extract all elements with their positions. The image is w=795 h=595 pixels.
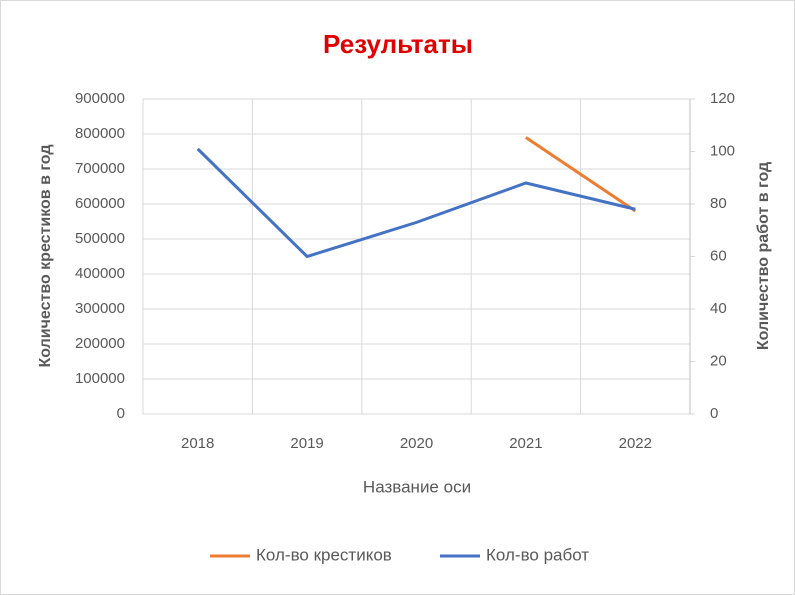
y2-axis-title: Количество работ в год: [755, 162, 772, 350]
legend-label: Кол-во работ: [486, 545, 589, 564]
y-tick-label: 700000: [75, 160, 125, 177]
y2-tick-label: 40: [710, 300, 727, 317]
y-tick-label: 900000: [75, 90, 125, 107]
y-tick-label: 800000: [75, 125, 125, 142]
y2-tick-label: 80: [710, 195, 727, 212]
x-tick-label: 2018: [181, 435, 214, 452]
series-line: [525, 136, 637, 213]
x-tick-label: 2021: [509, 435, 542, 452]
y2-tick-label: 60: [710, 247, 727, 264]
y-tick-label: 0: [117, 405, 125, 422]
y-tick-label: 300000: [75, 300, 125, 317]
chart-title: Результаты: [323, 29, 473, 59]
x-tick-label: 2022: [619, 435, 652, 452]
y-tick-label: 600000: [75, 195, 125, 212]
x-axis-title: Название оси: [363, 477, 471, 496]
y2-tick-label: 120: [710, 90, 735, 107]
y-axis-title: Количество крестиков в год: [37, 144, 54, 367]
y-tick-label: 400000: [75, 265, 125, 282]
y2-tick-label: 20: [710, 352, 727, 369]
y2-tick-label: 100: [710, 142, 735, 159]
y-tick-label: 200000: [75, 335, 125, 352]
y-tick-label: 100000: [75, 370, 125, 387]
x-tick-label: 2020: [400, 435, 433, 452]
y2-tick-label: 0: [710, 405, 718, 422]
series-line: [196, 147, 636, 259]
x-tick-label: 2019: [290, 435, 323, 452]
legend-label: Кол-во крестиков: [256, 545, 392, 564]
y-tick-label: 500000: [75, 230, 125, 247]
